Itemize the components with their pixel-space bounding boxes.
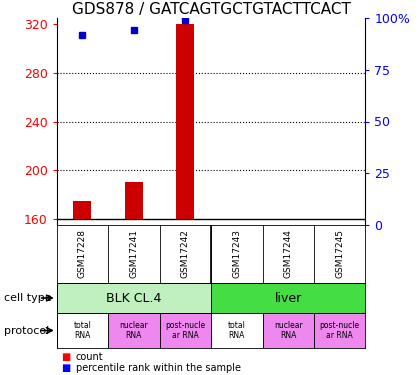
Text: GSM17243: GSM17243 xyxy=(232,230,241,279)
Text: GSM17228: GSM17228 xyxy=(78,230,87,279)
Bar xyxy=(57,313,108,348)
Text: ■: ■ xyxy=(61,363,70,373)
Bar xyxy=(176,24,194,219)
Bar xyxy=(74,201,92,219)
Text: total
RNA: total RNA xyxy=(74,321,92,340)
Text: post-nucle
ar RNA: post-nucle ar RNA xyxy=(320,321,360,340)
Text: liver: liver xyxy=(275,291,302,304)
Bar xyxy=(314,313,365,348)
Text: total
RNA: total RNA xyxy=(228,321,246,340)
Text: BLK CL.4: BLK CL.4 xyxy=(106,291,162,304)
Bar xyxy=(160,313,211,348)
Text: GSM17242: GSM17242 xyxy=(181,230,190,278)
Text: nuclear
RNA: nuclear RNA xyxy=(274,321,302,340)
Title: GDS878 / GATCAGTGCTGTACTTCACT: GDS878 / GATCAGTGCTGTACTTCACT xyxy=(72,2,350,17)
Text: cell type: cell type xyxy=(4,293,52,303)
Text: ■: ■ xyxy=(61,352,70,362)
Bar xyxy=(211,313,262,348)
Text: GSM17245: GSM17245 xyxy=(335,230,344,279)
Text: percentile rank within the sample: percentile rank within the sample xyxy=(76,363,241,373)
Bar xyxy=(125,182,143,219)
Bar xyxy=(211,283,365,313)
Bar xyxy=(262,313,314,348)
Text: post-nucle
ar RNA: post-nucle ar RNA xyxy=(165,321,205,340)
Text: nuclear
RNA: nuclear RNA xyxy=(120,321,148,340)
Bar xyxy=(57,283,211,313)
Bar xyxy=(108,313,160,348)
Text: GSM17241: GSM17241 xyxy=(129,230,138,279)
Text: protocol: protocol xyxy=(4,326,50,336)
Text: GSM17244: GSM17244 xyxy=(284,230,293,278)
Text: count: count xyxy=(76,352,103,362)
